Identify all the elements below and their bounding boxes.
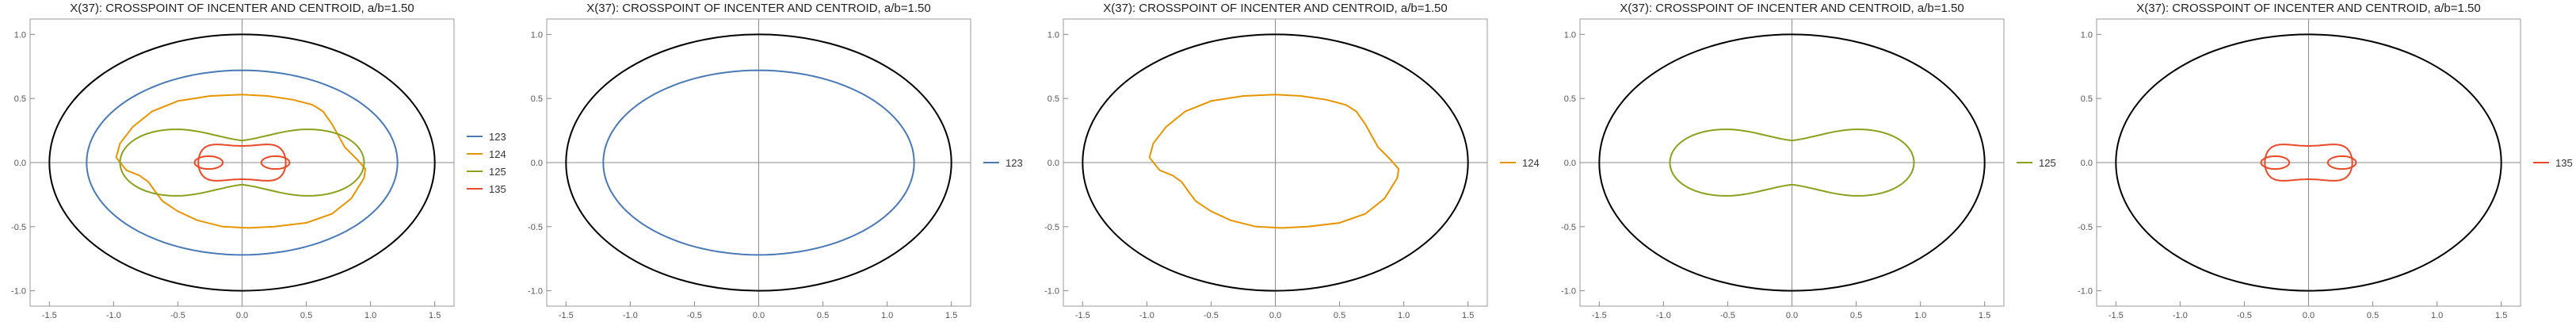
x-tick-label: 0.5 [1334, 311, 1345, 320]
series-curve-135 [193, 155, 224, 171]
y-tick-label: -0.5 [11, 223, 26, 232]
x-tick-label: -1.5 [1592, 311, 1607, 320]
series-curve-123 [86, 69, 399, 256]
y-tick-label: 0.0 [14, 159, 26, 168]
series-curve-124 [1148, 94, 1400, 229]
series-curve-124 [115, 94, 367, 229]
x-tick-label: 1.5 [945, 311, 957, 320]
y-tick-label: -1.0 [11, 287, 26, 297]
x-tick-label: -1.0 [2173, 311, 2188, 320]
x-tick-label: -1.0 [1139, 311, 1154, 320]
y-tick-label: 1.0 [1564, 30, 1576, 40]
series-curve-125 [1669, 128, 1915, 197]
y-tick-label: 0.5 [14, 94, 26, 104]
x-tick-label: 0.0 [1786, 311, 1798, 320]
chart-panel-1: X(37): CROSSPOINT OF INCENTER AND CENTRO… [11, 2, 506, 320]
x-tick-label: -1.0 [106, 311, 121, 320]
y-tick-label: -0.5 [1044, 223, 1059, 232]
chart-panel-2: X(37): CROSSPOINT OF INCENTER AND CENTRO… [528, 2, 1023, 320]
x-tick-label: -0.5 [687, 311, 702, 320]
x-tick-label: -0.5 [1720, 311, 1735, 320]
y-tick-label: -1.0 [1044, 287, 1059, 297]
chart-title: X(37): CROSSPOINT OF INCENTER AND CENTRO… [1620, 2, 1963, 15]
y-tick-label: 1.0 [2081, 30, 2093, 40]
chart-title: X(37): CROSSPOINT OF INCENTER AND CENTRO… [586, 2, 930, 15]
x-tick-label: 0.5 [2367, 311, 2379, 320]
x-tick-label: 0.0 [236, 311, 248, 320]
x-tick-label: 1.5 [1979, 311, 1990, 320]
x-tick-label: 1.0 [364, 311, 376, 320]
y-tick-label: 0.5 [1564, 94, 1576, 104]
x-tick-label: 0.0 [2303, 311, 2315, 320]
x-tick-label: 1.5 [1462, 311, 1474, 320]
y-tick-label: 0.5 [531, 94, 543, 104]
series-curve-135 [197, 144, 287, 182]
outer-ellipse [1082, 33, 1469, 292]
y-tick-label: -0.5 [2078, 223, 2093, 232]
y-tick-label: -1.0 [1561, 287, 1576, 297]
y-tick-label: 1.0 [1048, 30, 1059, 40]
x-tick-label: 0.5 [300, 311, 312, 320]
x-tick-label: -1.5 [2109, 311, 2124, 320]
legend-label: 124 [1522, 157, 1540, 169]
x-tick-label: -0.5 [2237, 311, 2252, 320]
series-curve-135 [2326, 155, 2357, 171]
chart-title: X(37): CROSSPOINT OF INCENTER AND CENTRO… [70, 2, 414, 15]
y-tick-label: 0.5 [1048, 94, 1059, 104]
x-tick-label: -1.5 [559, 311, 574, 320]
x-tick-label: 0.0 [1269, 311, 1281, 320]
x-tick-label: -1.5 [1075, 311, 1090, 320]
series-curve-123 [602, 69, 915, 256]
x-tick-label: -1.5 [42, 311, 57, 320]
legend-label: 125 [489, 166, 506, 178]
legend-label: 123 [489, 131, 506, 143]
x-tick-label: 1.0 [1914, 311, 1926, 320]
x-tick-label: -1.0 [1656, 311, 1671, 320]
x-tick-label: -1.0 [623, 311, 638, 320]
x-tick-label: 0.5 [817, 311, 829, 320]
outer-ellipse [565, 33, 952, 292]
chart-panel-5: X(37): CROSSPOINT OF INCENTER AND CENTRO… [2078, 2, 2573, 320]
series-curve-135 [2264, 144, 2353, 182]
y-tick-label: 0.0 [1048, 159, 1059, 168]
legend-label: 125 [2039, 157, 2056, 169]
y-tick-label: 0.5 [2081, 94, 2093, 104]
y-tick-label: 1.0 [14, 30, 26, 40]
series-curve-135 [2260, 155, 2291, 171]
legend-label: 123 [1006, 157, 1023, 169]
x-tick-label: -0.5 [170, 311, 185, 320]
y-tick-label: 0.0 [2081, 159, 2093, 168]
y-tick-label: 0.0 [1564, 159, 1576, 168]
y-tick-label: -0.5 [1561, 223, 1576, 232]
chart-title: X(37): CROSSPOINT OF INCENTER AND CENTRO… [2136, 2, 2480, 15]
x-tick-label: 1.0 [1398, 311, 1410, 320]
legend-label: 135 [2555, 157, 2573, 169]
legend-label: 124 [489, 148, 506, 160]
x-tick-label: 0.5 [1850, 311, 1862, 320]
outer-ellipse [1598, 33, 1986, 292]
outer-ellipse [48, 33, 436, 292]
series-curve-125 [119, 128, 365, 197]
x-tick-label: 0.0 [753, 311, 765, 320]
chart-title: X(37): CROSSPOINT OF INCENTER AND CENTRO… [1103, 2, 1447, 15]
outer-ellipse [2115, 33, 2502, 292]
x-tick-label: 1.5 [2495, 311, 2507, 320]
chart-panel-4: X(37): CROSSPOINT OF INCENTER AND CENTRO… [1561, 2, 2056, 320]
legend-label: 135 [489, 183, 506, 195]
x-tick-label: 1.5 [429, 311, 441, 320]
y-tick-label: -1.0 [528, 287, 543, 297]
y-tick-label: -0.5 [528, 223, 543, 232]
y-tick-label: -1.0 [2078, 287, 2093, 297]
x-tick-label: -0.5 [1204, 311, 1219, 320]
x-tick-label: 1.0 [2431, 311, 2443, 320]
y-tick-label: 0.0 [531, 159, 543, 168]
x-tick-label: 1.0 [881, 311, 893, 320]
y-tick-label: 1.0 [531, 30, 543, 40]
chart-panel-3: X(37): CROSSPOINT OF INCENTER AND CENTRO… [1044, 2, 1540, 320]
series-curve-135 [260, 155, 291, 171]
